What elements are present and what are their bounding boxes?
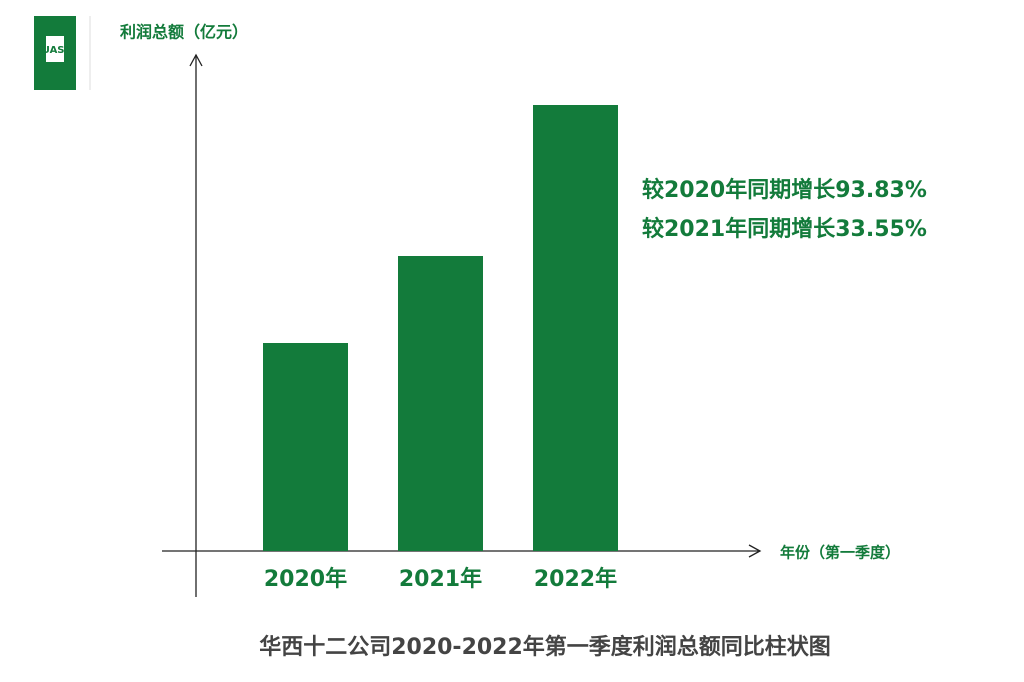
x-tick-label: 2022年 <box>534 566 617 592</box>
annotation: 较2020年同期增长93.83% <box>642 177 927 203</box>
bar <box>398 256 483 551</box>
bar <box>533 105 618 551</box>
bar <box>263 343 348 551</box>
logo-text: HUASHI <box>33 45 76 56</box>
x-tick-label: 2021年 <box>399 566 482 592</box>
annotation: 较2021年同期增长33.55% <box>642 216 927 242</box>
logo: HUASHI <box>33 16 91 90</box>
y-axis-label: 利润总额（亿元） <box>120 23 248 42</box>
x-axis-label: 年份（第一季度） <box>780 544 900 562</box>
chart-title: 华西十二公司2020-2022年第一季度利润总额同比柱状图 <box>259 634 831 660</box>
x-tick-label: 2020年 <box>264 566 347 592</box>
